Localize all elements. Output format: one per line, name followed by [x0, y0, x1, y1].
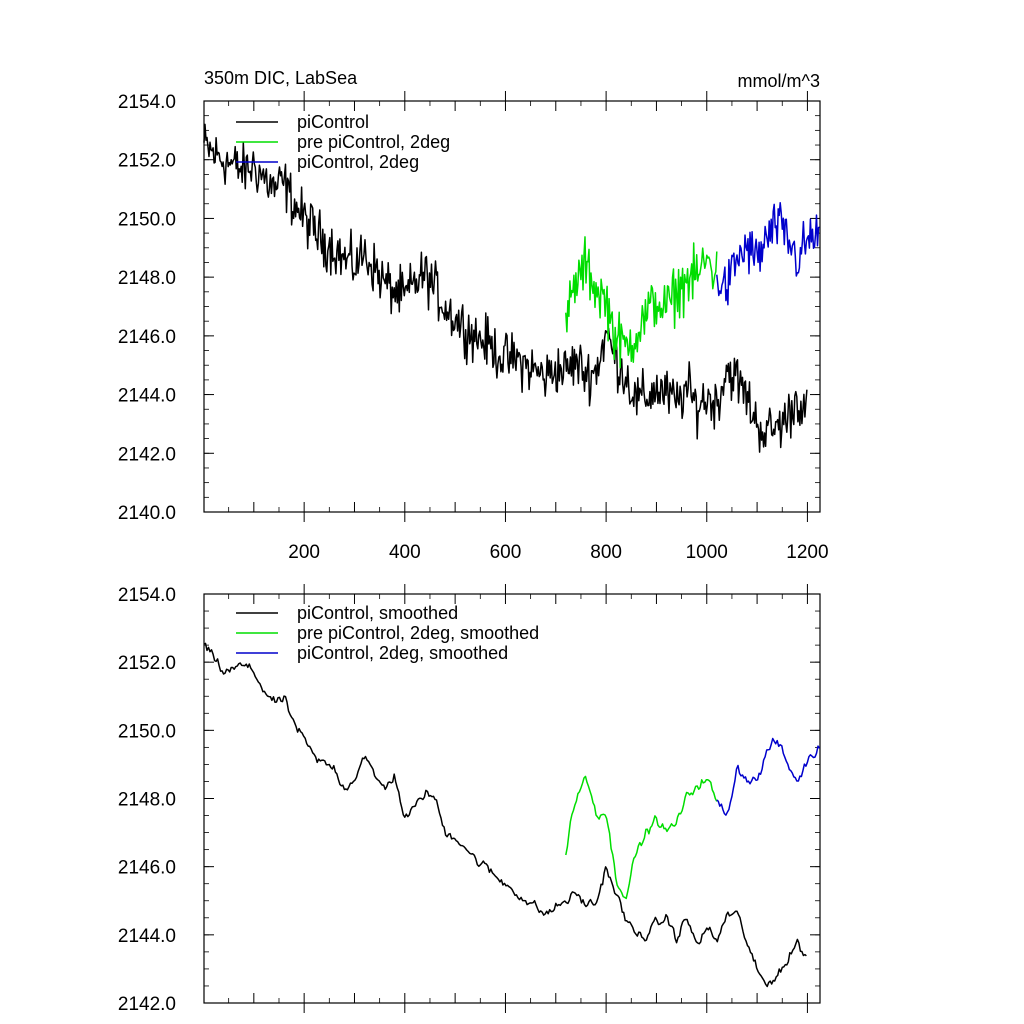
top-xtick-label: 400 — [389, 542, 421, 563]
bottom-series-line-0 — [203, 642, 807, 988]
bottom-ytick-label: 2152.0 — [118, 653, 176, 674]
bottom-legend-label-0: piControl, smoothed — [297, 603, 458, 623]
top-xtick-label: 200 — [288, 542, 320, 563]
top-title-left: 350m DIC, LabSea — [204, 68, 358, 88]
top-ytick-label: 2150.0 — [118, 209, 176, 230]
bottom-legend-label-1: pre piControl, 2deg, smoothed — [297, 623, 539, 643]
bottom-ytick-label: 2154.0 — [118, 585, 176, 606]
top-legend-label-0: piControl — [297, 112, 369, 132]
bottom-ytick-label: 2142.0 — [118, 994, 176, 1015]
top-ytick-label: 2148.0 — [118, 268, 176, 289]
top-xtick-label: 1200 — [786, 542, 828, 563]
bottom-ytick-label: 2146.0 — [118, 858, 176, 879]
top-ytick-label: 2140.0 — [118, 503, 176, 524]
top-ytick-label: 2152.0 — [118, 151, 176, 172]
top-legend-label-1: pre piControl, 2deg — [297, 132, 450, 152]
bottom-ytick-label: 2144.0 — [118, 926, 176, 947]
top-ytick-label: 2142.0 — [118, 444, 176, 465]
top-series-line-0 — [203, 123, 808, 453]
bottom-legend-label-2: piControl, 2deg, smoothed — [297, 643, 508, 663]
top-ytick-label: 2146.0 — [118, 327, 176, 348]
top-series-line-1 — [565, 236, 718, 369]
top-legend-label-2: piControl, 2deg — [297, 152, 419, 172]
bottom-series-line-1 — [565, 775, 718, 900]
top-ytick-label: 2144.0 — [118, 386, 176, 407]
bottom-ytick-label: 2148.0 — [118, 790, 176, 811]
bottom-series-line-2 — [716, 737, 821, 816]
top-title-right: mmol/m^3 — [738, 71, 820, 91]
top-series-line-2 — [716, 201, 820, 306]
top-ytick-label: 2154.0 — [118, 92, 176, 113]
bottom-ytick-label: 2150.0 — [118, 721, 176, 742]
top-xtick-label: 1000 — [686, 542, 728, 563]
top-xtick-label: 800 — [590, 542, 622, 563]
top-xtick-label: 600 — [490, 542, 522, 563]
